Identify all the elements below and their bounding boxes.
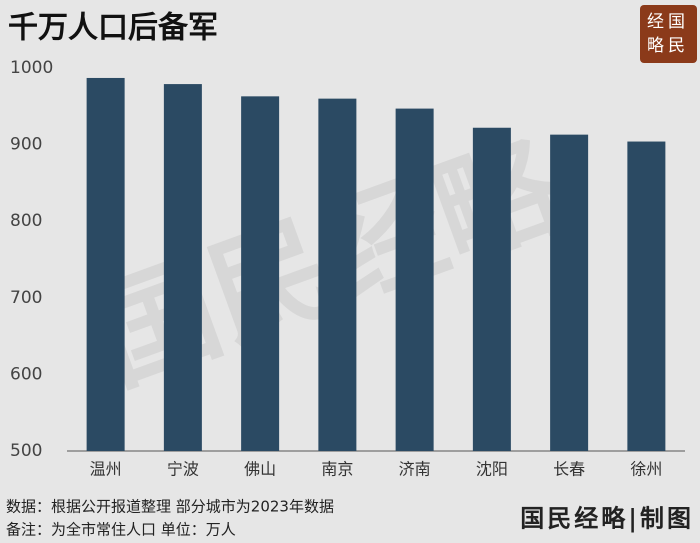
y-tick-label: 900 — [10, 135, 42, 155]
bar — [318, 98, 357, 451]
logo-text: 略民 — [647, 36, 689, 56]
chart-title: 千万人口后备军 — [8, 11, 218, 46]
y-tick-label: 600 — [10, 364, 42, 384]
bar — [472, 127, 511, 452]
x-tick-label: 长春 — [553, 460, 585, 479]
y-tick-label: 800 — [10, 211, 42, 231]
x-tick-label: 徐州 — [630, 460, 662, 479]
logo-box — [640, 5, 697, 63]
x-tick-label: 佛山 — [244, 460, 276, 479]
note: 备注：为全市常住人口 单位：万人 — [6, 521, 236, 539]
logo-text: 经国 — [647, 12, 689, 32]
y-tick-label: 500 — [10, 441, 42, 461]
note: 数据：根据公开报道整理 部分城市为2023年数据 — [6, 498, 334, 516]
x-tick-label: 温州 — [90, 460, 122, 479]
bar — [86, 77, 125, 451]
x-tick-label: 南京 — [321, 460, 353, 479]
bar — [627, 141, 666, 451]
y-tick-label: 1000 — [10, 58, 53, 78]
bar — [163, 84, 202, 451]
bar — [241, 96, 280, 451]
x-tick-label: 济南 — [399, 460, 431, 479]
bar — [550, 134, 589, 451]
x-tick-label: 宁波 — [167, 460, 199, 479]
x-tick-label: 沈阳 — [476, 460, 508, 479]
bar — [395, 108, 434, 452]
credit: 国民经略|制图 — [520, 504, 694, 533]
y-tick-label: 700 — [10, 288, 42, 308]
